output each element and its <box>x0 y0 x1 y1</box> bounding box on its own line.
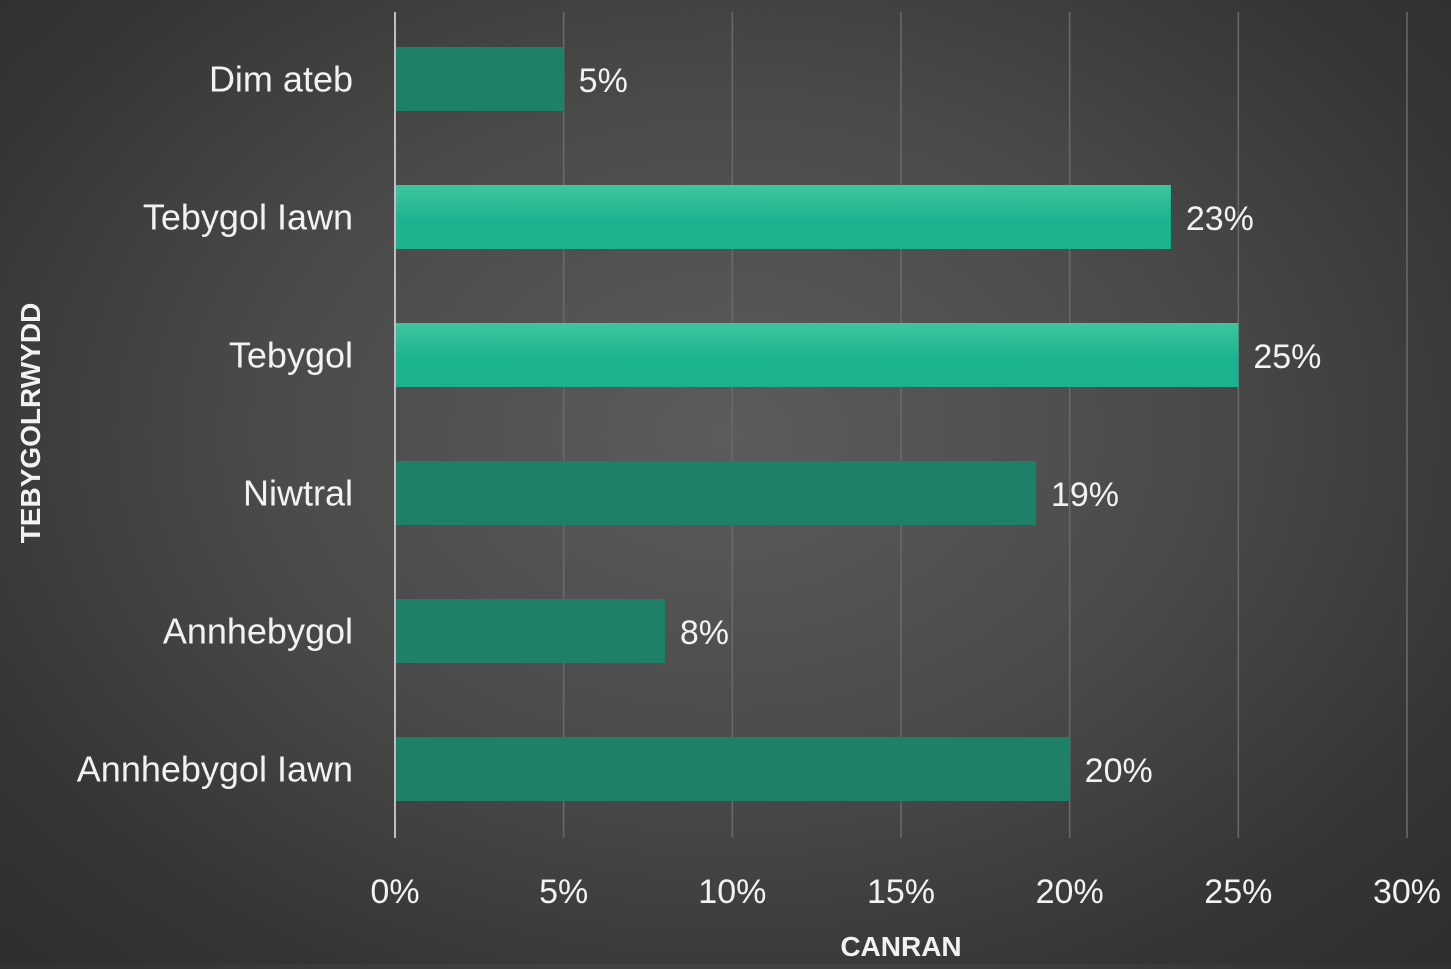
category-label: Tebygol <box>229 335 353 376</box>
bar <box>395 737 1070 801</box>
bar <box>395 185 1171 249</box>
category-label: Dim ateb <box>209 59 353 100</box>
x-tick-label: 30% <box>1373 873 1441 911</box>
bar <box>395 47 564 111</box>
x-tick-labels: 0% 5% 10% 15% 20% 25% 30% <box>370 873 1441 911</box>
data-label: 5% <box>579 62 628 100</box>
gridlines <box>562 12 1408 838</box>
category-label: Annhebygol Iawn <box>77 749 353 790</box>
bar <box>395 323 1239 387</box>
data-label: 25% <box>1253 338 1321 376</box>
bars <box>395 47 1239 801</box>
bar <box>395 599 665 663</box>
y-axis-title: TEBYGOLRWYDD <box>15 303 46 544</box>
data-labels: 5% 23% 25% 19% 8% 20% <box>579 62 1322 790</box>
x-tick-label: 15% <box>867 873 935 911</box>
data-label: 19% <box>1051 476 1119 514</box>
bar <box>395 461 1036 525</box>
data-label: 8% <box>680 614 729 652</box>
data-label: 23% <box>1186 200 1254 238</box>
x-tick-label: 0% <box>370 873 419 911</box>
data-label: 20% <box>1085 752 1153 790</box>
x-axis-title: CANRAN <box>840 931 961 962</box>
x-tick-label: 20% <box>1036 873 1104 911</box>
category-label: Niwtral <box>243 473 353 514</box>
x-tick-label: 5% <box>539 873 588 911</box>
x-tick-label: 25% <box>1204 873 1272 911</box>
category-labels: Dim ateb Tebygol Iawn Tebygol Niwtral Annheb… <box>77 59 353 790</box>
category-label: Annhebygol <box>163 611 353 652</box>
x-tick-label: 10% <box>698 873 766 911</box>
category-label: Tebygol Iawn <box>143 197 353 238</box>
